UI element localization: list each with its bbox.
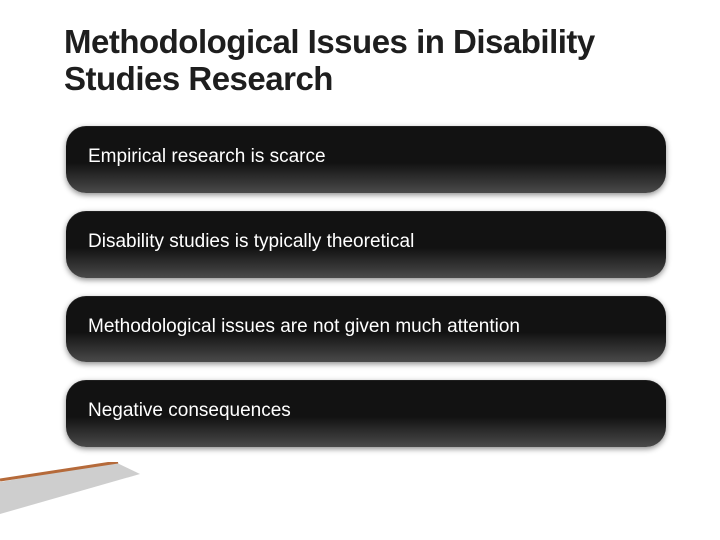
list-item-text: Negative consequences	[88, 400, 291, 421]
list-item-text: Empirical research is scarce	[88, 146, 326, 167]
page-title: Methodological Issues in Disability Stud…	[64, 24, 670, 98]
list-item: Negative consequences	[66, 380, 666, 447]
list-item: Methodological issues are not given much…	[66, 296, 666, 363]
list-item: Empirical research is scarce	[66, 126, 666, 193]
list-item-text: Methodological issues are not given much…	[88, 316, 520, 337]
list-item-text: Disability studies is typically theoreti…	[88, 231, 414, 252]
corner-accent-icon	[0, 462, 140, 514]
list-item: Disability studies is typically theoreti…	[66, 211, 666, 278]
slide: Methodological Issues in Disability Stud…	[0, 0, 720, 540]
bullet-list: Empirical research is scarce Disability …	[64, 126, 670, 447]
